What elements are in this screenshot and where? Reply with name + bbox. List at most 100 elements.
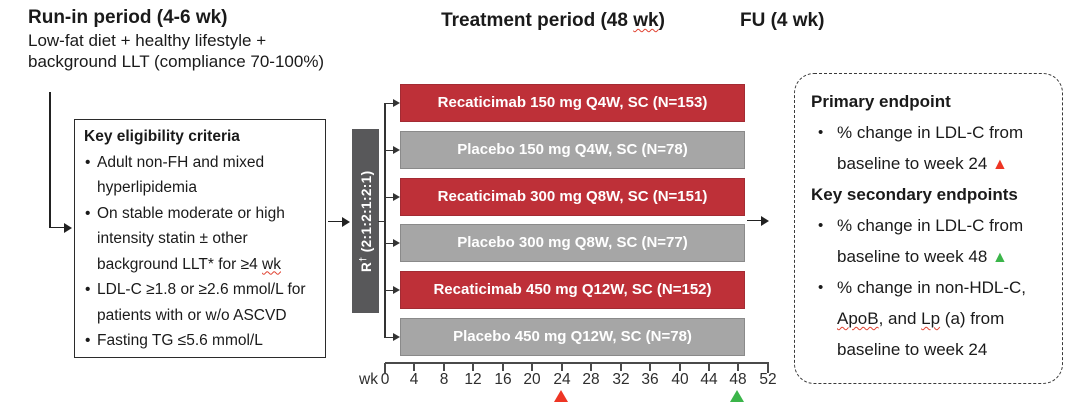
primary-endpoint-line2-text: baseline to week 24	[837, 154, 992, 173]
arm-bar-recaticimab-150: Recaticimab 150 mg Q4W, SC (N=153)	[400, 84, 745, 122]
week-48-secondary-marker-icon	[730, 390, 744, 402]
branch-line-arm-4	[384, 242, 394, 245]
primary-endpoint-line2: baseline to week 24 ▲	[837, 148, 1050, 179]
treatment-period-title-pre: Treatment period (48	[441, 10, 634, 31]
axis-label-wk28: 28	[582, 371, 600, 388]
run-in-elbow-arrow-vertical	[49, 92, 51, 228]
axis-label-wk40: 40	[671, 371, 689, 388]
week-axis-unit-label: wk	[359, 371, 378, 388]
eligibility-item-1: Adult non-FH and mixed hyperlipidemia	[84, 150, 317, 201]
eligibility-list: Adult non-FH and mixed hyperlipidemia On…	[84, 150, 317, 354]
red-triangle-icon: ▲	[992, 156, 1008, 173]
eligibility-item-2-line3-wk: wk	[262, 255, 281, 273]
primary-endpoint-line1: % change in LDL-C from	[837, 123, 1024, 142]
axis-tick	[531, 363, 533, 371]
branch-line-arm-3	[384, 196, 394, 199]
branch-arrowhead-arm-1-icon	[393, 99, 400, 107]
eligibility-to-randomization-arrowhead-icon	[342, 216, 350, 227]
eligibility-item-1-line1: Adult non-FH and mixed	[97, 153, 265, 171]
axis-label-wk16: 16	[494, 371, 512, 388]
branch-line-arm-1	[384, 102, 394, 105]
run-in-title: Run-in period (4-6 wk)	[28, 7, 228, 28]
branch-spine	[384, 102, 386, 338]
randomization-label: R† (2:1:2:1:2:1)	[357, 170, 374, 271]
axis-label-wk24: 24	[553, 371, 571, 388]
branch-arrowhead-arm-6-icon	[393, 333, 400, 341]
axis-tick	[443, 363, 445, 371]
run-in-elbow-arrow-horizontal	[49, 226, 65, 229]
axis-tick	[708, 363, 710, 371]
randomization-label-r: R	[358, 261, 374, 272]
eligibility-title: Key eligibility criteria	[84, 128, 240, 145]
branch-arrowhead-arm-3-icon	[393, 193, 400, 201]
run-in-elbow-arrowhead-icon	[64, 222, 72, 233]
secondary-endpoint-item-1: % change in LDL-C from baseline to week …	[811, 210, 1050, 272]
branch-arrowhead-arm-4-icon	[393, 239, 400, 247]
axis-label-wk0: 0	[380, 371, 390, 388]
axis-label-wk52: 52	[759, 371, 777, 388]
eligibility-item-2: On stable moderate or high intensity sta…	[84, 201, 317, 278]
week-24-primary-marker-icon	[554, 390, 568, 402]
eligibility-item-2-line3: background LLT* for ≥4 wk	[97, 252, 317, 278]
branch-arrowhead-arm-5-icon	[393, 286, 400, 294]
arms-to-endpoints-arrow-line	[747, 219, 762, 222]
arm-bar-placebo-150: Placebo 150 mg Q4W, SC (N=78)	[400, 131, 745, 169]
randomization-label-ratio: (2:1:2:1:2:1)	[358, 170, 374, 257]
branch-line-arm-2	[384, 149, 394, 152]
axis-label-wk8: 8	[439, 371, 449, 388]
branch-line-arm-5	[384, 289, 394, 292]
secondary-endpoint-1-line2-text: baseline to week 48	[837, 247, 992, 266]
eligibility-item-3-line1: LDL-C ≥1.8 or ≥2.6 mmol/L for	[97, 281, 306, 298]
eligibility-item-3: LDL-C ≥1.8 or ≥2.6 mmol/L for patients w…	[84, 277, 317, 328]
axis-label-wk36: 36	[641, 371, 659, 388]
arms-to-endpoints-arrowhead-icon	[761, 215, 769, 226]
arm-bar-recaticimab-300: Recaticimab 300 mg Q8W, SC (N=151)	[400, 178, 745, 216]
axis-tick	[679, 363, 681, 371]
eligibility-criteria-box: Key eligibility criteria Adult non-FH an…	[74, 119, 326, 358]
green-triangle-icon: ▲	[992, 249, 1008, 266]
branch-arrowhead-arm-2-icon	[393, 146, 400, 154]
secondary-endpoint-2-line1: % change in non-HDL-C,	[837, 278, 1026, 297]
branch-line-arm-6	[384, 336, 394, 339]
secondary-endpoints-heading: Key secondary endpoints	[811, 185, 1018, 204]
secondary-endpoint-2-lp: Lp	[921, 309, 941, 328]
treatment-period-title-wk: wk	[633, 10, 659, 31]
primary-endpoint-heading: Primary endpoint	[811, 92, 951, 111]
run-in-subtitle-line1: Low-fat diet + healthy lifestyle +	[28, 31, 267, 50]
run-in-subtitle-line2: background LLT (compliance 70-100%)	[28, 52, 325, 71]
axis-label-wk20: 20	[523, 371, 541, 388]
secondary-endpoint-2-line2: ApoB, and Lp (a) from	[837, 303, 1050, 334]
endpoints-box: Primary endpoint % change in LDL-C from …	[794, 73, 1063, 384]
eligibility-item-2-line3-pre: background LLT* for ≥4	[97, 255, 263, 273]
axis-tick	[590, 363, 592, 371]
secondary-endpoint-1-line2: baseline to week 48 ▲	[837, 241, 1050, 272]
axis-tick	[413, 363, 415, 371]
axis-tick	[561, 363, 563, 371]
eligibility-to-randomization-arrow-line	[328, 220, 343, 223]
secondary-endpoint-2-apob: ApoB	[837, 309, 879, 328]
axis-label-wk12: 12	[464, 371, 482, 388]
secondary-endpoint-item-2: % change in non-HDL-C, ApoB, and Lp (a) …	[811, 272, 1050, 365]
arm-bar-recaticimab-450: Recaticimab 450 mg Q12W, SC (N=152)	[400, 271, 745, 309]
axis-tick	[620, 363, 622, 371]
axis-tick	[737, 363, 739, 371]
secondary-endpoint-2-line2-post: (a) from	[940, 309, 1005, 328]
secondary-endpoint-1-line1: % change in LDL-C from	[837, 216, 1024, 235]
randomization-label-dagger: †	[357, 256, 368, 262]
axis-label-wk44: 44	[700, 371, 718, 388]
axis-tick	[649, 363, 651, 371]
axis-tick	[502, 363, 504, 371]
follow-up-title: FU (4 wk)	[740, 10, 825, 31]
eligibility-item-4-line1: Fasting TG ≤5.6 mmol/L	[97, 332, 263, 349]
eligibility-item-4: Fasting TG ≤5.6 mmol/L	[84, 328, 317, 354]
eligibility-item-2-line2: intensity statin ± other	[97, 230, 248, 247]
axis-tick	[472, 363, 474, 371]
axis-label-wk32: 32	[612, 371, 630, 388]
randomization-spine-link	[378, 220, 385, 223]
treatment-period-title-post: )	[658, 10, 665, 31]
axis-label-wk48: 48	[729, 371, 747, 388]
arm-bar-placebo-300: Placebo 300 mg Q8W, SC (N=77)	[400, 224, 745, 262]
axis-tick	[384, 363, 386, 373]
axis-label-wk4: 4	[409, 371, 419, 388]
